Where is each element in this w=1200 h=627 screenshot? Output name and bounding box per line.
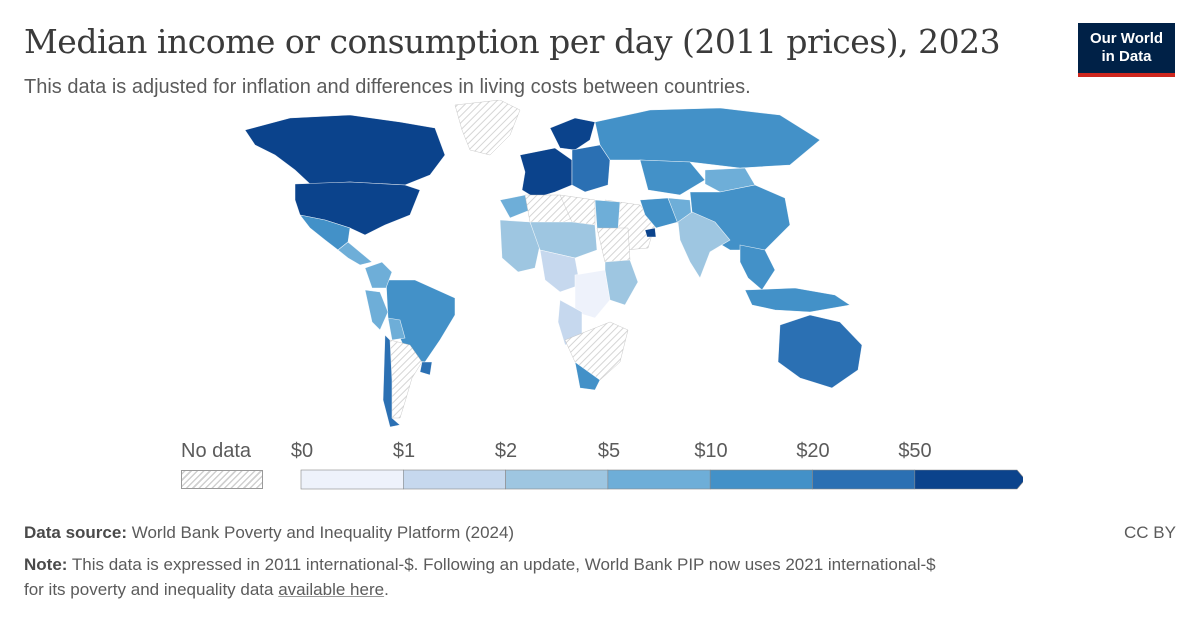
country-bolivia[interactable] <box>387 317 406 341</box>
country-western-europe[interactable] <box>519 147 573 199</box>
country-colombia[interactable] <box>364 261 393 289</box>
country-united-states[interactable] <box>294 181 421 236</box>
data-source: Data source: World Bank Poverty and Ineq… <box>24 523 514 543</box>
country-kazakhstan[interactable] <box>639 159 706 196</box>
country-uruguay[interactable] <box>419 361 433 376</box>
legend-bin-1[interactable] <box>403 469 506 490</box>
country-eastern-europe[interactable] <box>571 144 611 193</box>
country-greenland[interactable] <box>454 100 521 156</box>
legend-bin-5[interactable] <box>812 469 916 490</box>
country-sahel[interactable] <box>529 221 598 259</box>
legend-tick-1: $1 <box>392 440 416 462</box>
license-link[interactable]: CC BY <box>1124 523 1176 542</box>
note-link[interactable]: available here <box>278 580 385 599</box>
country-canada[interactable] <box>244 114 446 186</box>
country-egypt[interactable] <box>594 199 621 231</box>
legend-tick-5: $20 <box>796 440 830 462</box>
note-text-2: for its poverty and inequality data <box>24 580 274 599</box>
country-east-africa[interactable] <box>604 259 639 306</box>
country-central-america[interactable] <box>337 241 373 266</box>
chart-title: Median income or consumption per day (20… <box>24 22 1001 61</box>
country-iran[interactable] <box>639 197 679 229</box>
country-indonesia[interactable] <box>744 287 851 313</box>
note-text: This data is expressed in 2011 internati… <box>71 555 936 574</box>
country-southeast-asia[interactable] <box>739 244 776 291</box>
country-scandinavia[interactable] <box>549 117 596 151</box>
country-united-arab-emirates[interactable] <box>644 227 657 238</box>
legend-tick-2: $2 <box>494 440 518 462</box>
logo-line-2: in Data <box>1101 48 1152 65</box>
country-dr-congo[interactable] <box>574 269 611 319</box>
country-peru[interactable] <box>364 289 389 331</box>
country-russia[interactable] <box>594 107 821 169</box>
legend-bin-6[interactable] <box>914 469 1023 490</box>
country-chile[interactable] <box>382 334 401 428</box>
note-continued: for its poverty and inequality data avai… <box>24 580 389 600</box>
note-end: . <box>384 580 389 599</box>
legend-color-scale <box>300 469 1023 490</box>
country-south-africa[interactable] <box>574 361 601 391</box>
legend-tick-4: $10 <box>694 440 728 462</box>
legend-bin-2[interactable] <box>505 469 609 490</box>
legend-bin-0[interactable] <box>300 469 404 490</box>
country-india[interactable] <box>677 211 731 279</box>
legend-tick-0: $0 <box>290 440 314 462</box>
legend-tick-3: $5 <box>597 440 621 462</box>
owid-logo[interactable]: Our World in Data <box>1078 23 1175 77</box>
country-central-africa[interactable] <box>539 249 581 293</box>
legend-bin-4[interactable] <box>709 469 813 490</box>
chart-subtitle: This data is adjusted for inflation and … <box>24 76 751 98</box>
legend-bin-3[interactable] <box>607 469 711 490</box>
world-map[interactable] <box>200 100 920 435</box>
note-label: Note: <box>24 555 68 574</box>
legend-tick-6: $50 <box>898 440 932 462</box>
data-source-label: Data source: <box>24 523 127 542</box>
legend-no-data-label: No data <box>181 440 252 462</box>
note: Note: This data is expressed in 2011 int… <box>24 555 936 575</box>
country-sudan[interactable] <box>596 227 631 263</box>
legend-no-data-swatch[interactable] <box>181 470 263 489</box>
country-australia[interactable] <box>777 314 863 389</box>
logo-line-1: Our World <box>1089 30 1164 47</box>
data-source-text: World Bank Poverty and Inequality Platfo… <box>131 523 515 542</box>
